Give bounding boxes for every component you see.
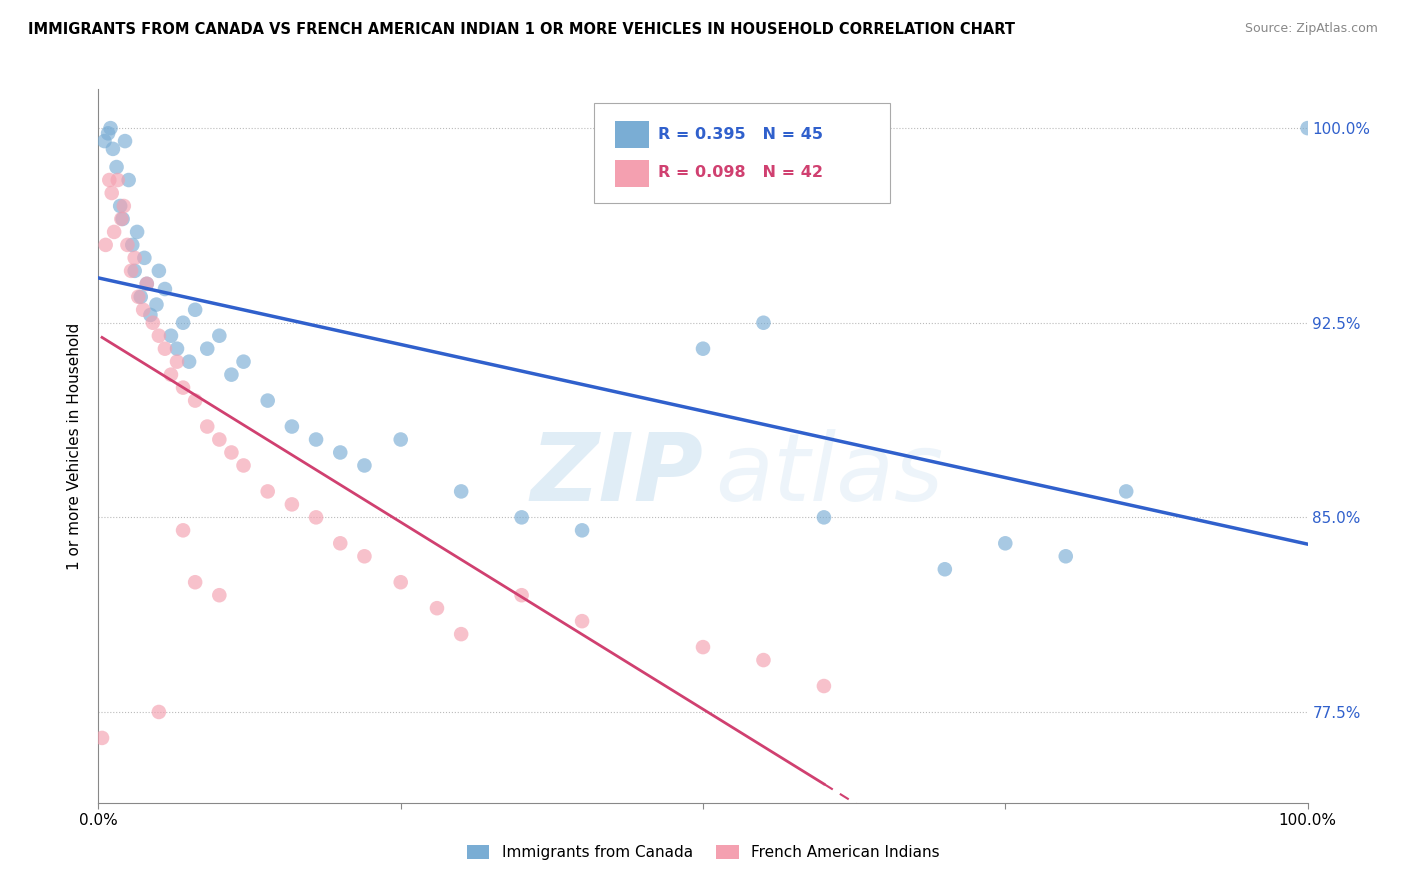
- Point: [117, 238, 139, 252]
- Point: [134, 251, 156, 265]
- Point: [139, 308, 162, 322]
- Point: [160, 328, 183, 343]
- Point: [184, 302, 207, 317]
- Point: [93, 134, 115, 148]
- Point: [571, 614, 593, 628]
- Point: [129, 290, 152, 304]
- Point: [124, 264, 146, 278]
- Point: [127, 225, 149, 239]
- FancyBboxPatch shape: [595, 103, 890, 203]
- Point: [510, 588, 533, 602]
- Point: [184, 575, 207, 590]
- Point: [329, 445, 352, 459]
- Point: [329, 536, 352, 550]
- Y-axis label: 1 or more Vehicles in Household: 1 or more Vehicles in Household: [67, 322, 83, 570]
- Point: [256, 484, 278, 499]
- Point: [571, 524, 593, 538]
- Point: [91, 731, 114, 745]
- Point: [145, 297, 167, 311]
- Point: [305, 510, 328, 524]
- Point: [166, 342, 188, 356]
- Point: [692, 640, 714, 654]
- Point: [98, 173, 121, 187]
- Point: [172, 316, 194, 330]
- Point: [121, 238, 143, 252]
- Point: [114, 134, 136, 148]
- Point: [426, 601, 449, 615]
- Point: [135, 277, 157, 291]
- Point: [208, 588, 231, 602]
- Text: R = 0.098   N = 42: R = 0.098 N = 42: [658, 165, 824, 180]
- Text: R = 0.395   N = 45: R = 0.395 N = 45: [658, 127, 824, 142]
- Point: [232, 458, 254, 473]
- Bar: [614, 121, 648, 148]
- Point: [120, 264, 142, 278]
- Point: [692, 342, 714, 356]
- Point: [132, 302, 155, 317]
- Point: [389, 575, 412, 590]
- Point: [221, 445, 243, 459]
- Point: [179, 354, 201, 368]
- Point: [510, 510, 533, 524]
- Point: [172, 524, 194, 538]
- Point: [105, 160, 128, 174]
- Point: [142, 316, 165, 330]
- Point: [148, 328, 170, 343]
- Point: [107, 173, 129, 187]
- Point: [108, 199, 131, 213]
- Point: [1054, 549, 1077, 564]
- Point: [353, 549, 375, 564]
- Point: [166, 354, 188, 368]
- Text: IMMIGRANTS FROM CANADA VS FRENCH AMERICAN INDIAN 1 OR MORE VEHICLES IN HOUSEHOLD: IMMIGRANTS FROM CANADA VS FRENCH AMERICA…: [28, 22, 1015, 37]
- Point: [994, 536, 1017, 550]
- Point: [103, 225, 125, 239]
- Point: [172, 381, 194, 395]
- Point: [101, 142, 124, 156]
- Point: [160, 368, 183, 382]
- Point: [112, 199, 135, 213]
- Point: [184, 393, 207, 408]
- Text: Source: ZipAtlas.com: Source: ZipAtlas.com: [1244, 22, 1378, 36]
- Point: [135, 277, 157, 291]
- Point: [100, 186, 122, 200]
- Bar: [614, 160, 648, 187]
- Legend: Immigrants from Canada, French American Indians: Immigrants from Canada, French American …: [460, 839, 946, 866]
- Point: [389, 433, 412, 447]
- Point: [148, 264, 170, 278]
- Point: [934, 562, 956, 576]
- Text: ZIP: ZIP: [530, 428, 703, 521]
- Point: [256, 393, 278, 408]
- Point: [110, 211, 132, 226]
- Point: [752, 316, 775, 330]
- Point: [195, 419, 218, 434]
- Point: [450, 627, 472, 641]
- Point: [94, 238, 117, 252]
- Point: [281, 497, 304, 511]
- Point: [305, 433, 328, 447]
- Point: [813, 510, 835, 524]
- Point: [221, 368, 243, 382]
- Text: atlas: atlas: [716, 429, 943, 520]
- Point: [195, 342, 218, 356]
- Point: [1296, 121, 1319, 136]
- Point: [281, 419, 304, 434]
- Point: [450, 484, 472, 499]
- Point: [124, 251, 146, 265]
- Point: [1115, 484, 1137, 499]
- Point: [813, 679, 835, 693]
- Point: [232, 354, 254, 368]
- Point: [111, 211, 134, 226]
- Point: [752, 653, 775, 667]
- Point: [100, 121, 122, 136]
- Point: [208, 328, 231, 343]
- Point: [97, 126, 120, 140]
- Point: [153, 342, 176, 356]
- Point: [127, 290, 149, 304]
- Point: [208, 433, 231, 447]
- Point: [153, 282, 176, 296]
- Point: [118, 173, 141, 187]
- Point: [353, 458, 375, 473]
- Point: [148, 705, 170, 719]
